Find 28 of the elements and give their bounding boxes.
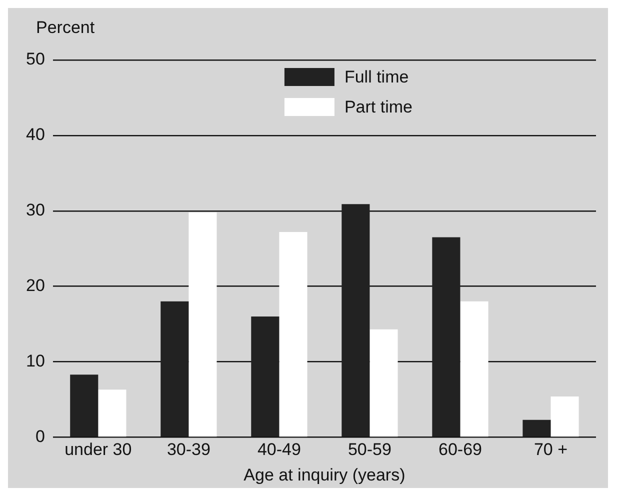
- bar: [251, 316, 280, 437]
- bar: [522, 420, 551, 437]
- bar: [279, 232, 308, 437]
- y-tick-label: 40: [26, 125, 45, 144]
- bar: [70, 374, 98, 437]
- legend-label: Part time: [344, 98, 412, 117]
- y-tick-label: 0: [35, 426, 45, 446]
- bar: [342, 204, 370, 437]
- x-tick-label: 40-49: [257, 440, 301, 460]
- x-tick-label: 70 +: [534, 440, 568, 460]
- y-tick-label: 30: [26, 200, 45, 220]
- bar: [460, 301, 488, 437]
- y-tick-label: 10: [26, 351, 45, 370]
- y-axis-title: Percent: [36, 18, 95, 38]
- bar: [550, 396, 579, 437]
- x-axis-title: Age at inquiry (years): [244, 465, 406, 484]
- y-tick-label: 20: [26, 276, 45, 296]
- bar: [188, 212, 217, 437]
- legend-label: Full time: [344, 68, 409, 87]
- x-tick-label: 50-59: [348, 440, 392, 460]
- bar: [370, 329, 398, 437]
- x-tick-label: 60-69: [438, 440, 482, 460]
- y-tick-label: 50: [26, 50, 45, 69]
- bar: [160, 301, 189, 437]
- bar: [432, 237, 460, 437]
- x-tick-label: under 30: [64, 440, 132, 460]
- bar: [98, 390, 126, 437]
- x-tick-label: 30-39: [166, 440, 210, 460]
